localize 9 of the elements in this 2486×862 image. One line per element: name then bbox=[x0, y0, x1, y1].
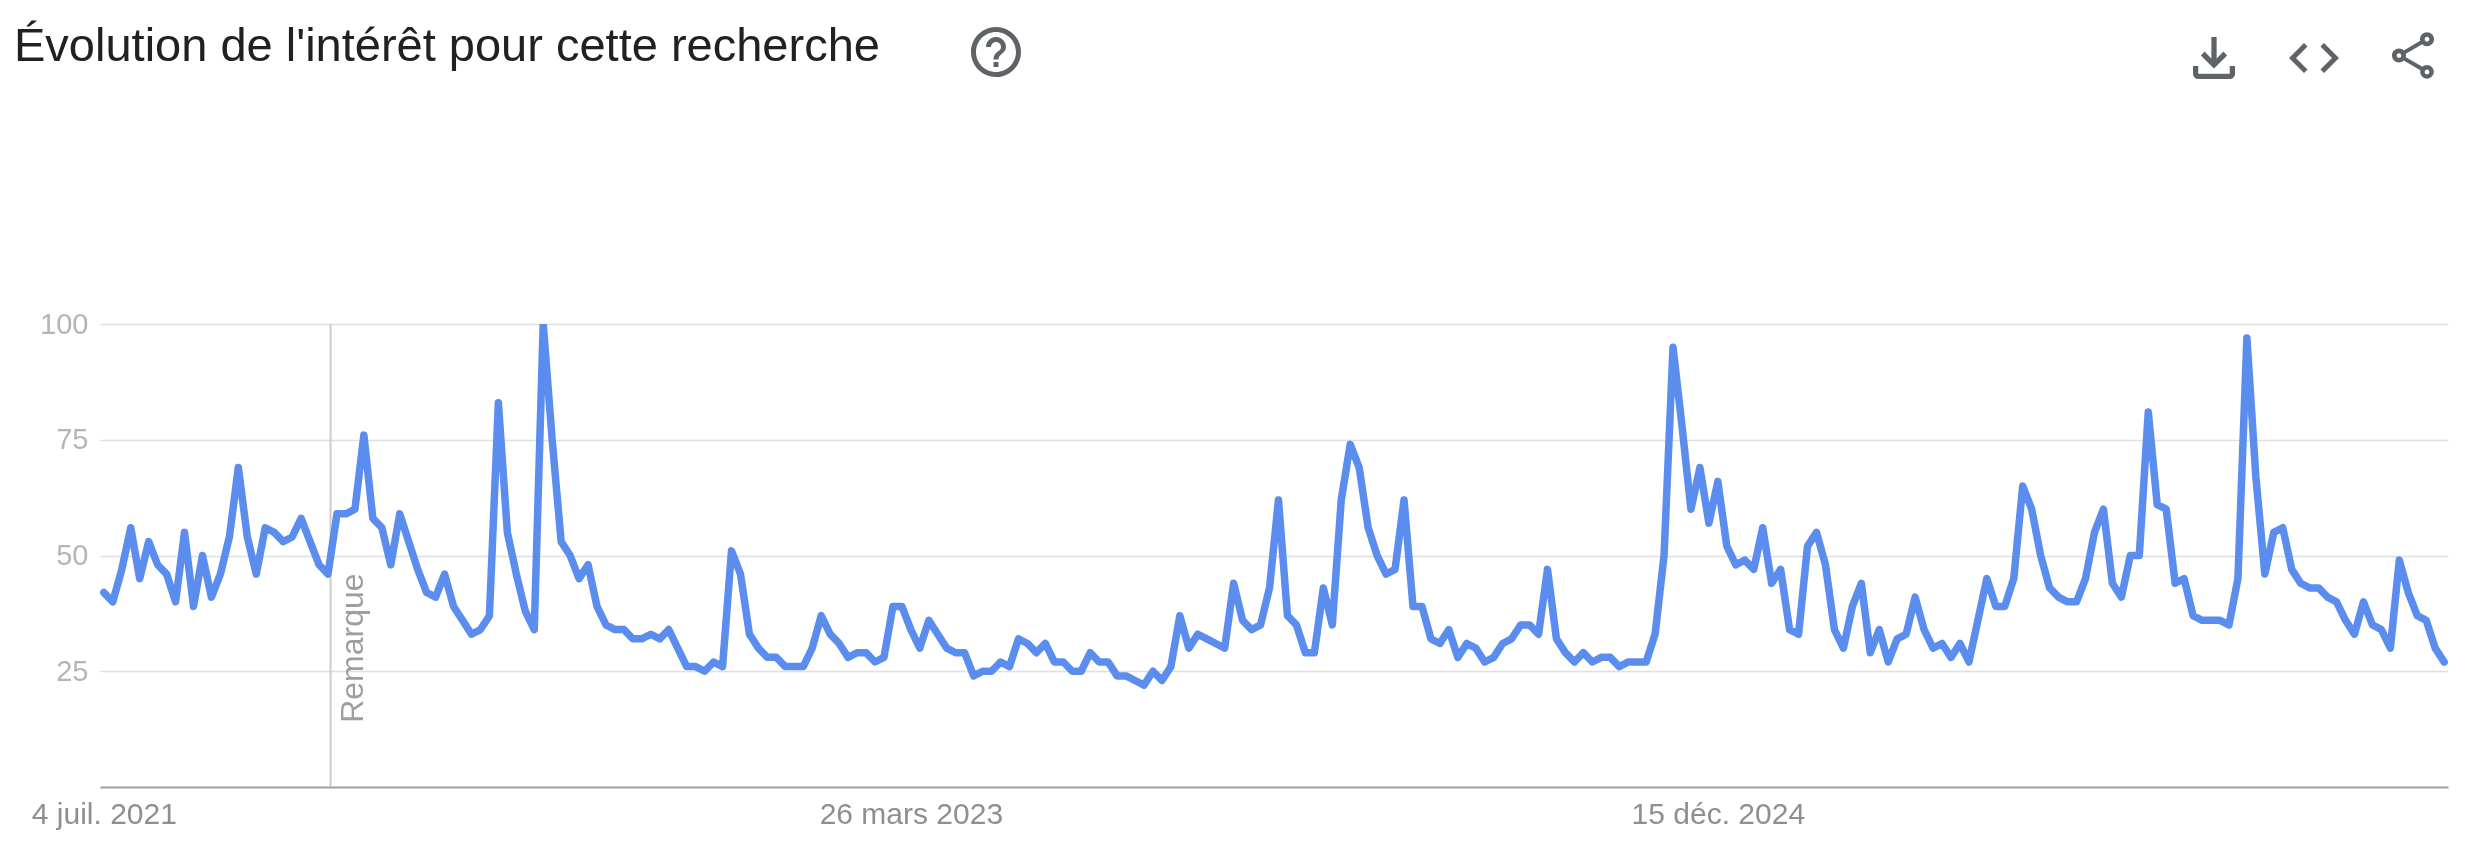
ref-line-label: Remarque bbox=[333, 573, 370, 723]
y-tick-label: 100 bbox=[40, 307, 89, 340]
y-tick-label: 25 bbox=[56, 654, 89, 687]
x-tick-label: 4 juil. 2021 bbox=[31, 796, 177, 830]
y-tick-label: 75 bbox=[56, 423, 89, 456]
x-tick-label: 15 déc. 2024 bbox=[1631, 796, 1806, 830]
y-tick-label: 50 bbox=[56, 539, 89, 571]
x-tick-label: 26 mars 2023 bbox=[819, 796, 1004, 830]
chart-title: Évolution de l'intérêt pour cette recherche bbox=[14, 18, 880, 71]
